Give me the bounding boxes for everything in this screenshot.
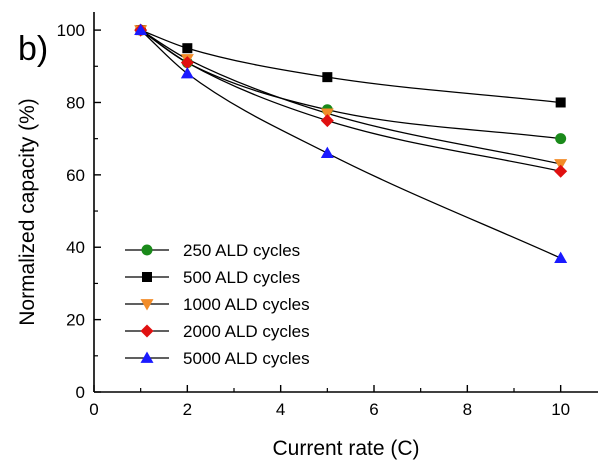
data-points bbox=[134, 23, 568, 263]
x-tick-label: 10 bbox=[551, 400, 570, 419]
series-line-0 bbox=[140, 29, 561, 140]
y-axis-title: Normalized capacity (%) bbox=[16, 98, 39, 326]
y-tick-label: 100 bbox=[57, 21, 85, 40]
data-point-s0-3 bbox=[555, 133, 567, 145]
legend-label: 250 ALD cycles bbox=[183, 241, 300, 260]
y-tick-label: 0 bbox=[76, 383, 85, 402]
data-point-s4-3 bbox=[554, 251, 568, 263]
data-point-s3-1 bbox=[180, 56, 194, 70]
legend-label: 1000 ALD cycles bbox=[183, 295, 310, 314]
series-line-4 bbox=[140, 29, 561, 259]
y-tick-label: 80 bbox=[66, 93, 85, 112]
x-tick-label: 2 bbox=[183, 400, 192, 419]
legend-label: 5000 ALD cycles bbox=[183, 349, 310, 368]
y-tick-label: 60 bbox=[66, 166, 85, 185]
y-tick-label: 40 bbox=[66, 238, 85, 257]
data-point-s4-2 bbox=[320, 146, 334, 159]
legend-marker bbox=[142, 272, 152, 282]
data-point-s1-1 bbox=[182, 43, 193, 54]
data-point-s1-3 bbox=[555, 97, 566, 108]
panel-label: b) bbox=[18, 30, 48, 68]
x-tick-label: 8 bbox=[463, 400, 472, 419]
legend-marker bbox=[140, 299, 154, 311]
series-curves bbox=[140, 29, 561, 259]
y-tick-label: 20 bbox=[66, 311, 85, 330]
data-point-s3-2 bbox=[320, 114, 334, 128]
x-tick-label: 6 bbox=[369, 400, 378, 419]
legend-marker bbox=[141, 244, 153, 256]
series-line-1 bbox=[140, 29, 561, 104]
legend-marker bbox=[140, 324, 154, 338]
legend-marker bbox=[140, 351, 154, 363]
x-axis-title: Current rate (C) bbox=[272, 437, 419, 460]
legend-label: 500 ALD cycles bbox=[183, 268, 300, 287]
data-point-s4-1 bbox=[180, 67, 194, 79]
series-line-2 bbox=[140, 29, 561, 165]
data-point-s3-3 bbox=[554, 164, 568, 178]
data-point-s1-2 bbox=[322, 72, 333, 83]
x-tick-label: 0 bbox=[89, 400, 98, 419]
data-point-s4-0 bbox=[134, 23, 148, 35]
series-line-3 bbox=[140, 29, 561, 172]
x-tick-label: 4 bbox=[276, 400, 285, 419]
legend: 250 ALD cycles 500 ALD cycles 1000 ALD cyc… bbox=[125, 241, 310, 368]
legend-label: 2000 ALD cycles bbox=[183, 322, 310, 341]
